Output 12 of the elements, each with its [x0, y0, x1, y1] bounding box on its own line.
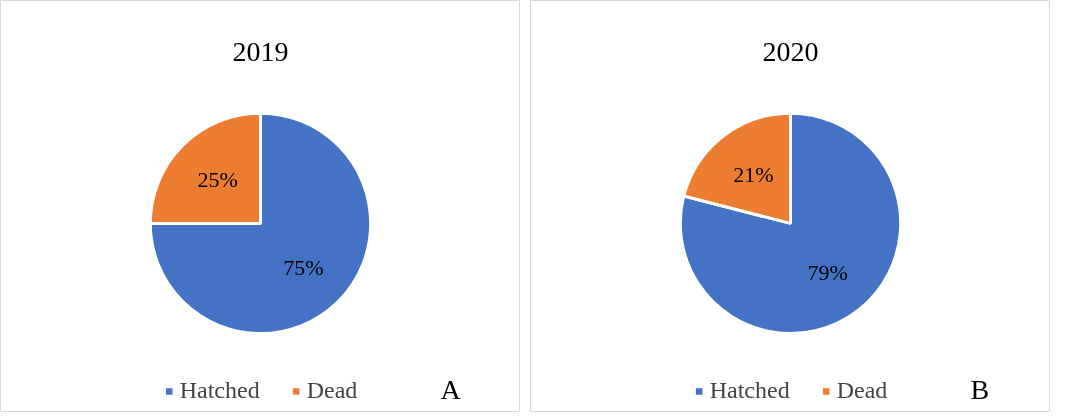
legend-label: Dead	[306, 377, 358, 404]
legend-label: Dead	[836, 377, 888, 404]
data-label: 21%	[733, 161, 774, 187]
chart-title: 2020	[762, 36, 819, 68]
data-label: 79%	[807, 259, 848, 285]
data-label: 25%	[197, 167, 238, 193]
legend-label: Hatched	[179, 377, 260, 404]
text: B	[970, 373, 990, 405]
chart-title: 2019	[232, 36, 289, 68]
legend-label: Hatched	[709, 377, 790, 404]
text: A	[440, 373, 462, 405]
data-label: 75%	[283, 254, 324, 280]
